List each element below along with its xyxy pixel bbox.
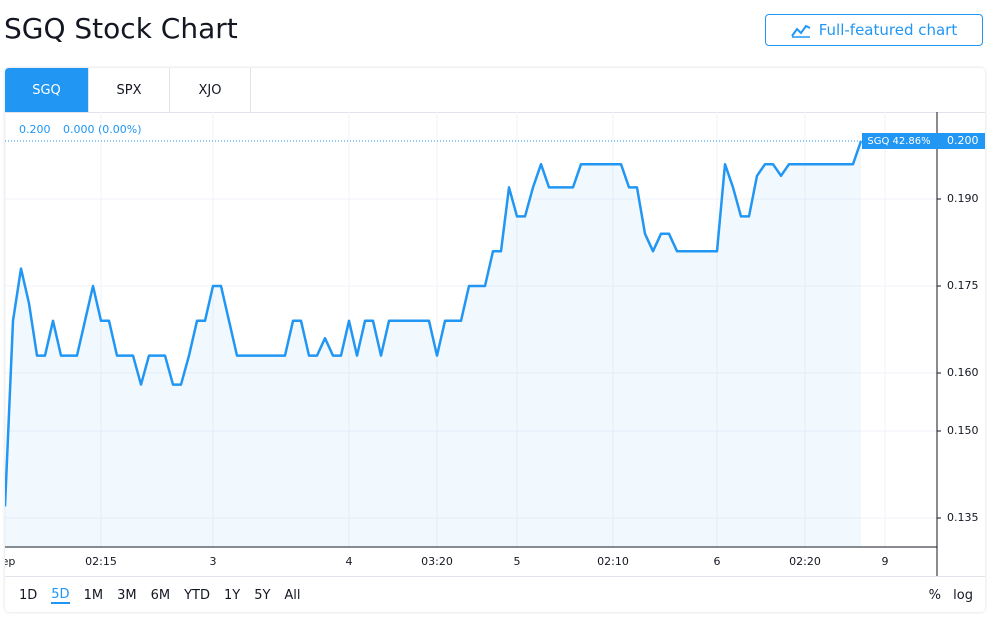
- y-tick-label: 0.190: [947, 192, 979, 205]
- area: [5, 141, 861, 547]
- page-title: SGQ Stock Chart: [4, 12, 238, 45]
- y-tick-label: 0.160: [947, 366, 979, 379]
- chart: 0.135 0.150 0.160 0.175 0.190 Sep 02:15 3 4 03:20…: [5, 112, 985, 576]
- y-tick-label: 0.135: [947, 511, 979, 524]
- x-tick-label: 3: [210, 555, 217, 568]
- price-tag: SGQ 42.86%: [867, 136, 930, 147]
- x-tick-label: 9: [882, 555, 889, 568]
- x-tick-label: 4: [346, 555, 353, 568]
- range-button[interactable]: 1M: [83, 587, 104, 603]
- x-tick-label: 5: [514, 555, 521, 568]
- full-chart-button[interactable]: Full-featured chart: [765, 14, 983, 46]
- legend-price: 0.200: [19, 123, 51, 136]
- range-button[interactable]: YTD: [184, 587, 210, 603]
- chart-icon: [790, 24, 811, 38]
- log-toggle[interactable]: log: [953, 587, 973, 603]
- legend-change: 0.000 (0.00%): [63, 123, 142, 136]
- range-button[interactable]: 6M: [150, 587, 171, 603]
- range-button[interactable]: 5D: [51, 586, 70, 604]
- range-button[interactable]: 5Y: [254, 587, 271, 603]
- x-tick-label: 03:20: [421, 555, 453, 568]
- price-line: [5, 140, 863, 507]
- price-tag-bg: [862, 133, 937, 149]
- range-button[interactable]: 1Y: [223, 587, 241, 603]
- x-tick-label: 02:15: [85, 555, 117, 568]
- x-tick-label: 02:10: [597, 555, 629, 568]
- symbol-tab[interactable]: SGQ: [5, 68, 89, 112]
- range-button[interactable]: 3M: [117, 587, 137, 603]
- range-button[interactable]: 1D: [19, 587, 38, 603]
- symbol-tabs: SGQ SPX XJO: [5, 68, 985, 113]
- percent-toggle[interactable]: %: [928, 587, 941, 603]
- symbol-tab[interactable]: XJO: [170, 68, 251, 112]
- y-tick-label: 0.150: [947, 424, 979, 437]
- y-tick-label: 0.175: [947, 279, 979, 292]
- price-label-bg: [937, 133, 985, 149]
- button-label: Full-featured chart: [818, 21, 958, 39]
- x-tick-label: 6: [714, 555, 721, 568]
- x-tick-label: 02:20: [789, 555, 821, 568]
- price-label: 0.200: [947, 134, 979, 147]
- range-button[interactable]: All: [284, 587, 301, 603]
- x-tick-label: Sep: [5, 555, 15, 568]
- range-toolbar: % log 1D 5D 1M 3M 6M YTD 1Y 5Y All: [5, 576, 985, 612]
- symbol-tab[interactable]: SPX: [89, 68, 170, 112]
